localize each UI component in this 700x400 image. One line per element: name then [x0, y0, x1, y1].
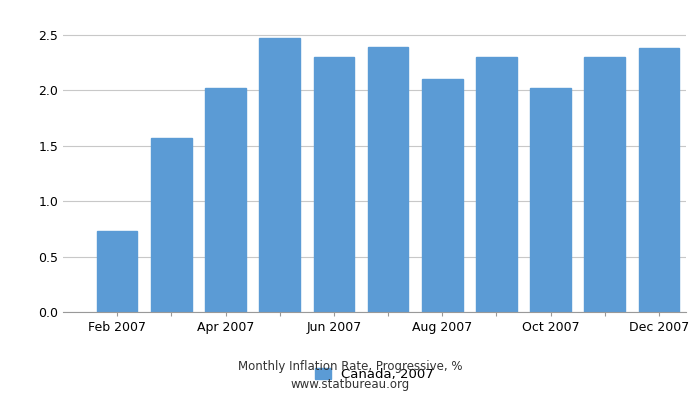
Bar: [314, 57, 354, 312]
Bar: [260, 38, 300, 312]
Text: www.statbureau.org: www.statbureau.org: [290, 378, 410, 391]
Bar: [584, 57, 625, 312]
Legend: Canada, 2007: Canada, 2007: [315, 368, 434, 380]
Bar: [476, 57, 517, 312]
Bar: [97, 231, 137, 312]
Bar: [205, 88, 246, 312]
Bar: [368, 47, 408, 312]
Bar: [422, 79, 463, 312]
Bar: [531, 88, 571, 312]
Bar: [638, 48, 679, 312]
Bar: [151, 138, 192, 312]
Text: Monthly Inflation Rate, Progressive, %: Monthly Inflation Rate, Progressive, %: [238, 360, 462, 373]
